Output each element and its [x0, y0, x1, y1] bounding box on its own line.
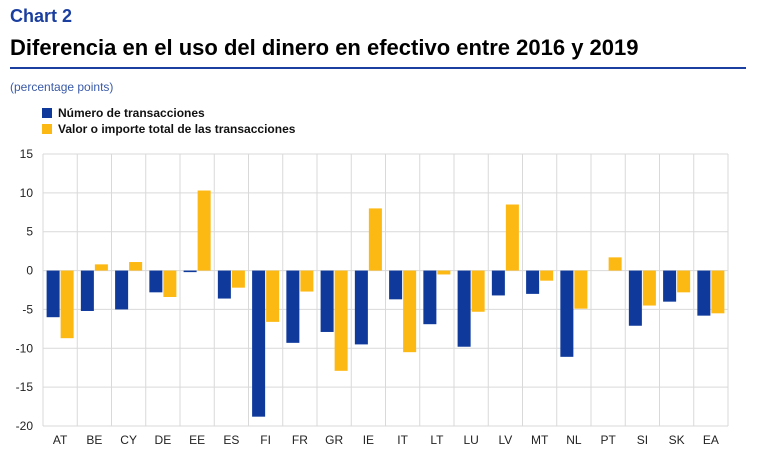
bar-transactions-sk [663, 270, 677, 302]
bar-value-ie [368, 208, 382, 271]
x-tick-label: GR [325, 433, 343, 447]
x-tick-label: BE [86, 433, 102, 447]
x-tick-label: SI [637, 433, 648, 447]
bar-value-lv [505, 204, 519, 271]
bar-value-ea [711, 270, 725, 314]
legend: Número de transacciones Valor o importe … [42, 105, 295, 137]
x-tick-label: LV [498, 433, 512, 447]
bar-transactions-at [46, 270, 60, 318]
x-tick-label: IE [363, 433, 374, 447]
legend-item-transactions: Número de transacciones [42, 105, 295, 121]
bar-value-mt [540, 270, 554, 281]
bar-value-gr [334, 270, 348, 371]
bar-value-fr [300, 270, 314, 292]
x-tick-label: CY [120, 433, 137, 447]
bar-value-si [642, 270, 656, 306]
bar-value-nl [574, 270, 588, 309]
bar-transactions-be [80, 270, 94, 311]
chart-title: Diferencia en el uso del dinero en efect… [10, 35, 639, 60]
chart-label: Chart 2 [10, 6, 73, 26]
y-tick-label: 5 [26, 225, 33, 239]
bar-transactions-mt [526, 270, 540, 294]
bar-transactions-fi [252, 270, 266, 417]
x-tick-label: LT [430, 433, 444, 447]
x-tick-label: FR [292, 433, 308, 447]
bar-transactions-cy [115, 270, 129, 310]
bar-transactions-gr [320, 270, 334, 332]
legend-swatch-transactions [42, 108, 52, 118]
bar-value-cy [129, 262, 143, 271]
bar-value-es [231, 270, 245, 288]
bar-transactions-es [217, 270, 231, 299]
units-label: (percentage points) [10, 80, 114, 94]
bar-transactions-de [149, 270, 163, 293]
bar-transactions-lv [491, 270, 505, 296]
x-tick-label: PT [600, 433, 616, 447]
bar-transactions-ie [354, 270, 368, 345]
bar-value-fi [266, 270, 280, 322]
x-tick-label: AT [53, 433, 68, 447]
bar-value-sk [677, 270, 691, 293]
x-tick-label: EA [703, 433, 719, 447]
x-tick-label: ES [223, 433, 239, 447]
y-tick-label: 10 [20, 186, 34, 200]
y-tick-label: 0 [26, 264, 33, 278]
bar-transactions-lu [457, 270, 471, 347]
bar-value-it [403, 270, 417, 353]
bar-value-at [60, 270, 74, 339]
y-tick-label: 15 [20, 147, 34, 161]
bar-value-lu [471, 270, 485, 312]
x-tick-label: MT [531, 433, 549, 447]
bar-transactions-lt [423, 270, 437, 325]
x-tick-label: LU [463, 433, 478, 447]
legend-swatch-value [42, 124, 52, 134]
y-tick-label: -15 [16, 380, 34, 394]
x-tick-label: FI [260, 433, 271, 447]
title-divider [10, 67, 746, 69]
x-tick-label: DE [155, 433, 172, 447]
bar-transactions-ee [183, 270, 197, 273]
bar-transactions-nl [560, 270, 574, 357]
bar-value-de [163, 270, 177, 297]
bar-transactions-it [389, 270, 403, 300]
bar-value-be [94, 264, 108, 271]
y-tick-label: -10 [16, 341, 34, 355]
bar-transactions-ea [697, 270, 711, 316]
legend-label-transactions: Número de transacciones [58, 106, 205, 120]
legend-item-value: Valor o importe total de las transaccion… [42, 121, 295, 137]
x-tick-label: SK [669, 433, 685, 447]
y-tick-label: -5 [22, 302, 33, 316]
bar-transactions-fr [286, 270, 300, 343]
bar-value-lt [437, 270, 451, 275]
bar-value-pt [608, 257, 622, 271]
legend-label-value: Valor o importe total de las transaccion… [58, 122, 296, 136]
x-tick-label: EE [189, 433, 205, 447]
bar-transactions-si [628, 270, 642, 326]
y-tick-label: -20 [16, 419, 34, 433]
bar-value-ee [197, 190, 211, 271]
x-tick-label: IT [397, 433, 408, 447]
x-tick-label: NL [566, 433, 582, 447]
